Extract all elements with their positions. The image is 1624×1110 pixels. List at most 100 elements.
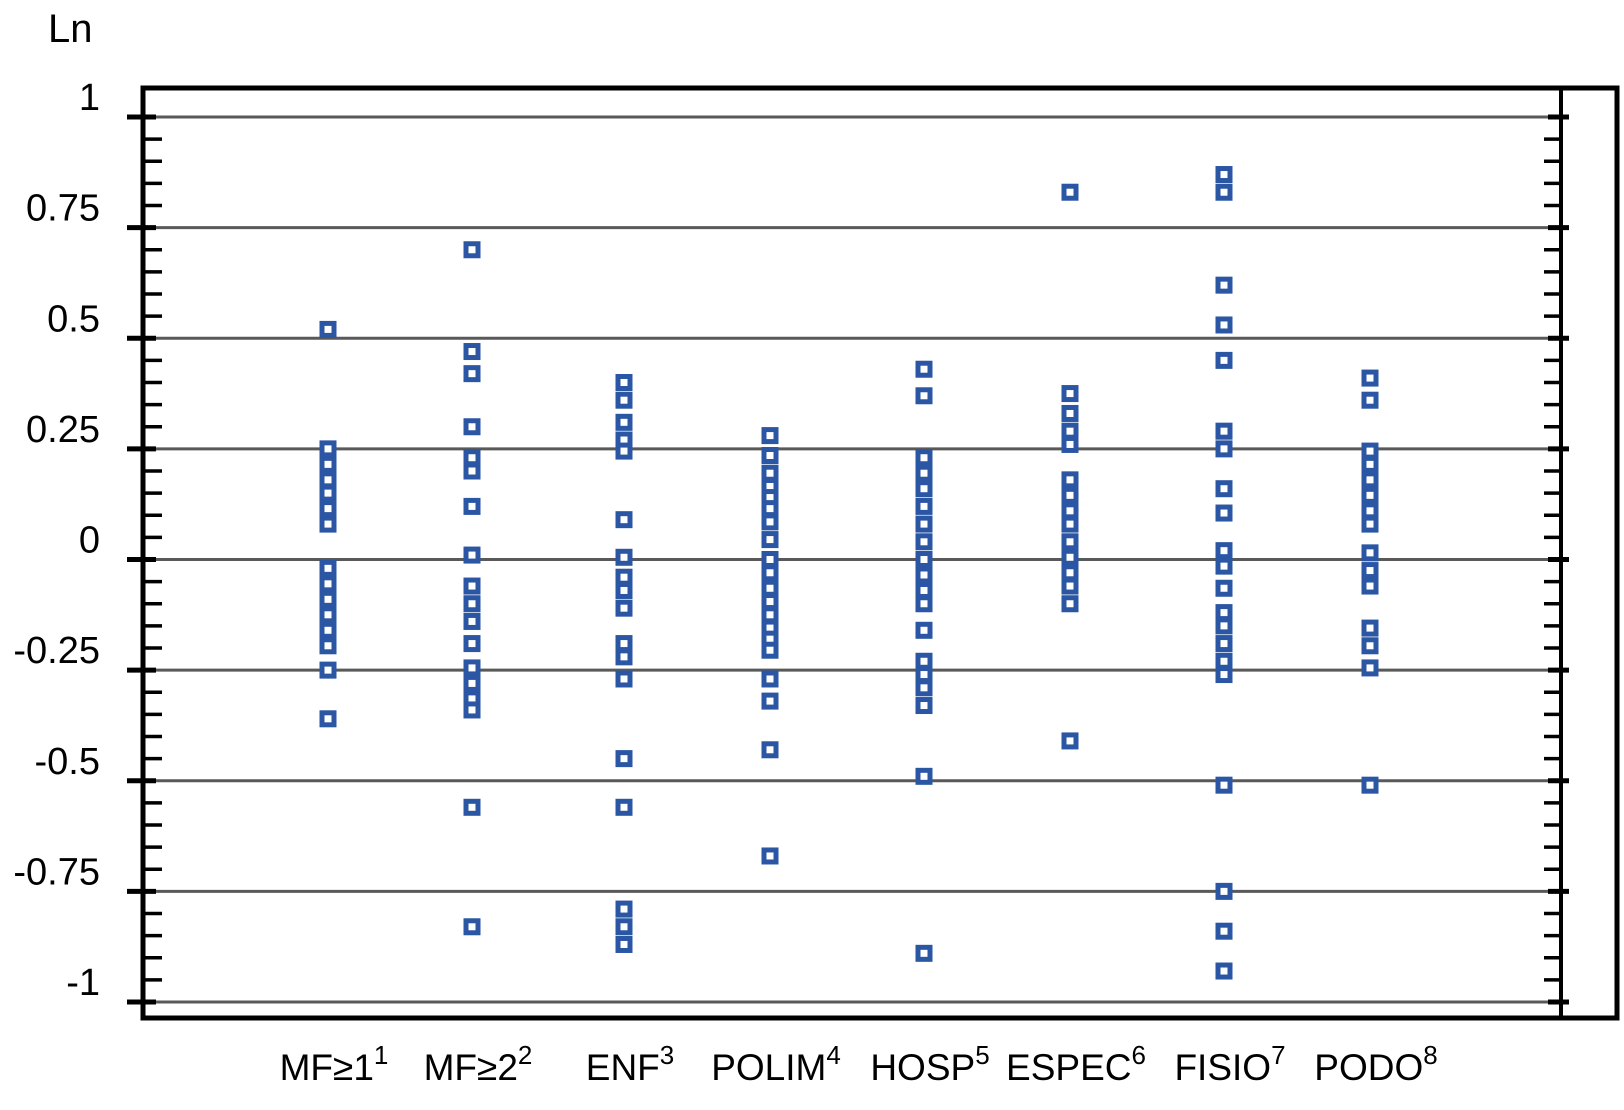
data-point-marker xyxy=(1215,276,1233,294)
y-tick-label: -0.25 xyxy=(13,630,100,672)
data-point-marker xyxy=(1061,564,1079,582)
y-tick-label: 0.5 xyxy=(47,298,100,340)
data-point-marker xyxy=(1361,486,1379,504)
data-point-marker xyxy=(1215,480,1233,498)
data-point-marker xyxy=(1361,562,1379,580)
data-point-marker xyxy=(915,449,933,467)
y-tick-label: -1 xyxy=(66,962,100,1004)
data-point-marker xyxy=(1061,577,1079,595)
data-point-marker xyxy=(915,387,933,405)
data-point-marker xyxy=(1215,351,1233,369)
data-point-marker xyxy=(319,621,337,639)
data-point-marker xyxy=(1361,455,1379,473)
data-point-marker xyxy=(761,847,779,865)
data-point-marker xyxy=(1361,659,1379,677)
x-category-label: POLIM4 xyxy=(711,1040,841,1088)
data-point-marker xyxy=(1061,471,1079,489)
data-point-marker xyxy=(761,513,779,531)
data-point-marker xyxy=(1361,502,1379,520)
data-point-marker xyxy=(615,391,633,409)
data-point-marker xyxy=(915,767,933,785)
data-point-marker xyxy=(1215,504,1233,522)
data-point-marker xyxy=(463,497,481,515)
data-point-marker xyxy=(761,741,779,759)
data-point-marker xyxy=(1215,882,1233,900)
data-point-marker xyxy=(1061,486,1079,504)
data-point-marker xyxy=(761,447,779,465)
data-point-marker xyxy=(615,648,633,666)
data-point-marker xyxy=(1215,166,1233,184)
data-point-marker xyxy=(1215,922,1233,940)
data-point-marker xyxy=(615,599,633,617)
data-point-marker xyxy=(1215,579,1233,597)
data-point-marker xyxy=(1061,404,1079,422)
data-point-marker xyxy=(1215,666,1233,684)
data-point-marker xyxy=(615,374,633,391)
plot-frame xyxy=(140,85,1620,1021)
data-point-marker xyxy=(1061,515,1079,533)
data-point-marker xyxy=(915,944,933,962)
data-point-marker xyxy=(319,320,337,338)
data-point-marker xyxy=(615,918,633,936)
data-point-marker xyxy=(615,568,633,586)
data-point-marker xyxy=(463,674,481,692)
data-point-marker xyxy=(1215,962,1233,980)
data-point-marker xyxy=(319,575,337,593)
data-point-marker xyxy=(915,679,933,697)
data-point-marker xyxy=(1061,502,1079,520)
data-point-marker xyxy=(1215,422,1233,440)
data-point-marker xyxy=(1361,391,1379,409)
data-point-marker xyxy=(1361,619,1379,637)
series-ESPEC xyxy=(1061,183,1079,750)
data-point-marker xyxy=(463,546,481,564)
series-PODO xyxy=(1361,369,1379,794)
data-point-marker xyxy=(1361,515,1379,533)
series-MF≥2 xyxy=(463,241,481,936)
x-category-label: FISIO7 xyxy=(1174,1040,1285,1088)
data-point-marker xyxy=(319,559,337,577)
data-point-marker xyxy=(915,652,933,670)
data-point-marker xyxy=(915,566,933,584)
data-point-marker xyxy=(1061,533,1079,551)
data-point-marker xyxy=(615,798,633,816)
x-category-label: ESPEC6 xyxy=(1006,1040,1146,1088)
data-point-marker xyxy=(1361,776,1379,794)
data-point-marker xyxy=(1061,183,1079,201)
data-point-marker xyxy=(1361,637,1379,655)
data-point-marker xyxy=(463,798,481,816)
data-point-marker xyxy=(915,697,933,715)
data-point-marker xyxy=(615,670,633,688)
data-point-marker xyxy=(615,935,633,953)
data-point-marker xyxy=(319,500,337,518)
data-point-marker xyxy=(319,661,337,679)
data-point-marker xyxy=(915,581,933,599)
data-point-marker xyxy=(1215,604,1233,622)
data-point-marker xyxy=(615,581,633,599)
data-point-marker xyxy=(615,900,633,918)
data-point-marker xyxy=(761,641,779,659)
data-point-marker xyxy=(761,670,779,688)
data-point-marker xyxy=(915,595,933,613)
data-point-marker xyxy=(1061,548,1079,566)
data-point-marker xyxy=(615,635,633,653)
data-point-marker xyxy=(915,666,933,684)
y-axis-title: Ln xyxy=(48,7,93,51)
data-point-marker xyxy=(319,710,337,728)
data-point-marker xyxy=(761,427,779,445)
data-point-marker xyxy=(761,564,779,582)
data-point-marker xyxy=(1061,385,1079,403)
x-category-label: HOSP5 xyxy=(870,1040,989,1088)
data-point-marker xyxy=(761,500,779,518)
data-point-marker xyxy=(463,701,481,719)
data-point-marker xyxy=(915,551,933,568)
data-point-marker xyxy=(463,365,481,383)
data-point-marker xyxy=(463,462,481,480)
series-MF≥1 xyxy=(319,320,337,728)
data-point-marker xyxy=(319,606,337,624)
data-point-marker xyxy=(915,621,933,639)
data-point-marker xyxy=(615,442,633,460)
data-point-marker xyxy=(319,484,337,502)
x-category-label: ENF3 xyxy=(586,1040,674,1088)
data-point-marker xyxy=(1061,422,1079,440)
